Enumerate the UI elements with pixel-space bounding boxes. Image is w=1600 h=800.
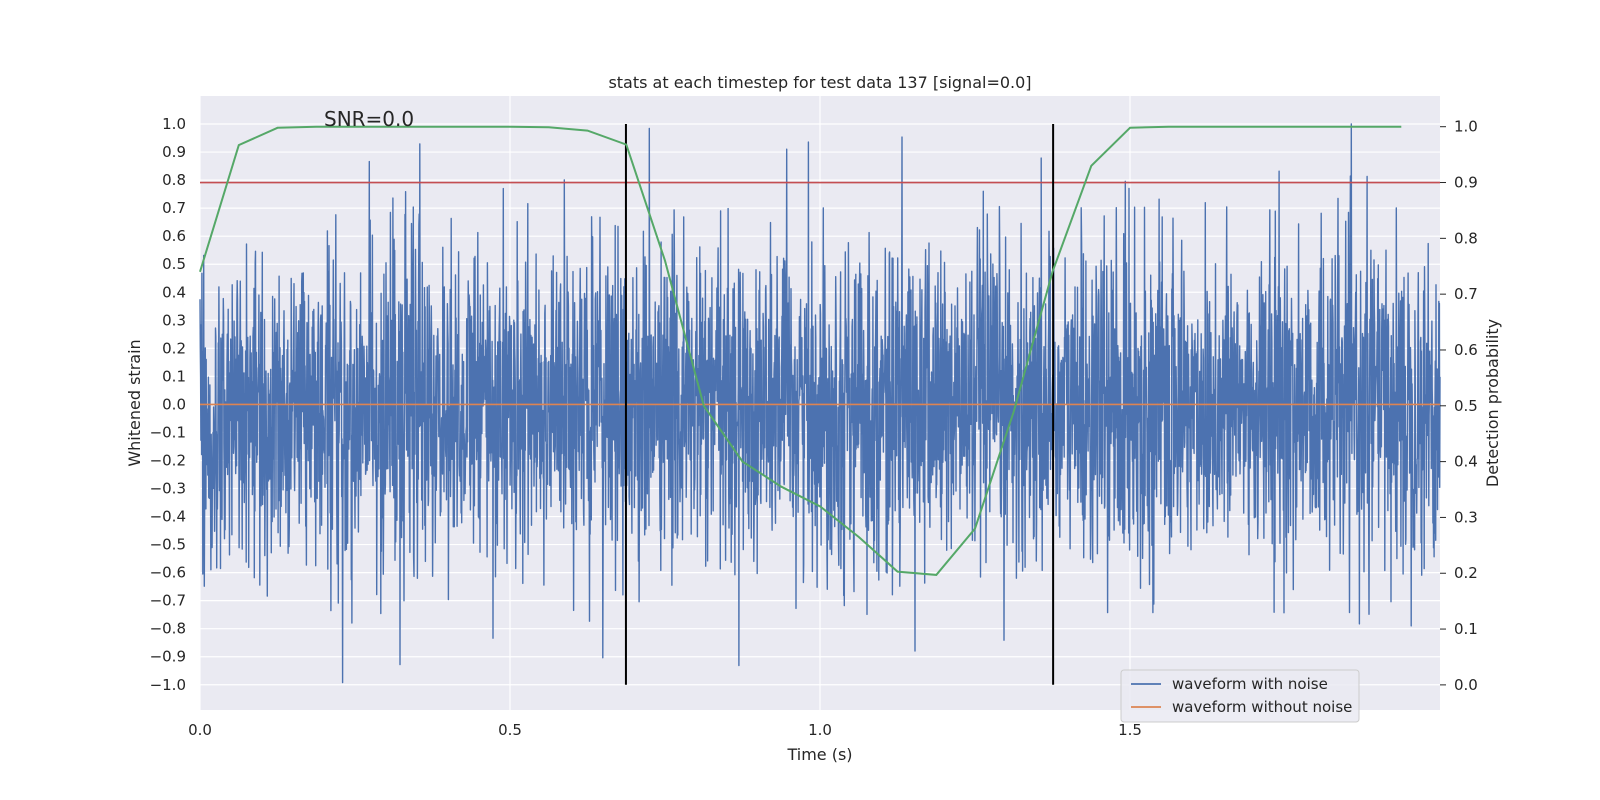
y-tick-label: −0.9 (150, 648, 186, 666)
y-tick-label: 0.0 (162, 395, 186, 413)
x-tick-label: 0.5 (498, 721, 522, 739)
y2-tick-label: 0.8 (1454, 229, 1478, 247)
detection-probability-series (199, 125, 1402, 576)
chart-title: stats at each timestep for test data 137… (608, 73, 1031, 92)
y-tick-label: 0.4 (162, 283, 186, 301)
y2-axis-label: Detection probability (1483, 319, 1502, 487)
y-axis-label: Whitened strain (125, 339, 144, 466)
y-tick-label: −0.5 (150, 536, 186, 554)
x-tick-label: 0.0 (188, 721, 212, 739)
y-tick-label: −0.3 (150, 480, 186, 498)
snr-annotation: SNR=0.0 (324, 107, 414, 131)
y-tick-label: 0.8 (162, 171, 186, 189)
detection-probability-line (199, 125, 1402, 576)
y2-tick-label: 0.6 (1454, 341, 1478, 359)
y-tick-label: 0.6 (162, 227, 186, 245)
y-tick-label: −0.8 (150, 620, 186, 638)
x-tick-label: 1.0 (808, 721, 832, 739)
y-tick-label: −0.6 (150, 564, 186, 582)
y-tick-label: −0.2 (150, 451, 186, 469)
y2-tick-label: 0.4 (1454, 453, 1478, 471)
y2-tick-label: 0.2 (1454, 564, 1478, 582)
legend: waveform with noise waveform without noi… (1120, 669, 1360, 723)
x-tick-label: 1.5 (1118, 721, 1142, 739)
y2-tick-label: 1.0 (1454, 118, 1478, 136)
y-tick-label: −0.1 (150, 423, 186, 441)
y2-tick-label: 0.0 (1454, 676, 1478, 694)
y-tick-label: 0.5 (162, 255, 186, 273)
waveform-with-noise-series (199, 123, 1441, 684)
y2-tick-label: 0.1 (1454, 620, 1478, 638)
y-tick-label: −0.7 (150, 592, 186, 610)
axis-ticks: 1.0 0.9 0.8 0.7 0.6 0.5 0.4 0.3 0.2 0.1 0.0 −0.1 −0.… (150, 115, 1478, 739)
y-tick-label: 0.7 (162, 199, 186, 217)
y2-tick-label: 0.3 (1454, 508, 1478, 526)
y-tick-label: −1.0 (150, 676, 186, 694)
y2-tick-label: 0.9 (1454, 174, 1478, 192)
x-axis-label: Time (s) (786, 745, 852, 764)
y-tick-label: 1.0 (162, 115, 186, 133)
y-tick-label: 0.1 (162, 367, 186, 385)
y-tick-label: 0.9 (162, 143, 186, 161)
reference-lines (200, 124, 1440, 685)
y2-tick-label: 0.7 (1454, 285, 1478, 303)
y-tick-label: −0.4 (150, 508, 186, 526)
y-tick-label: 0.2 (162, 339, 186, 357)
y2-tick-label: 0.5 (1454, 397, 1478, 415)
legend-label-clean: waveform without noise (1172, 698, 1352, 716)
legend-box (1120, 669, 1360, 723)
waveform-with-noise-line (199, 123, 1441, 684)
legend-label-noise: waveform with noise (1172, 675, 1328, 693)
y-tick-label: 0.3 (162, 311, 186, 329)
